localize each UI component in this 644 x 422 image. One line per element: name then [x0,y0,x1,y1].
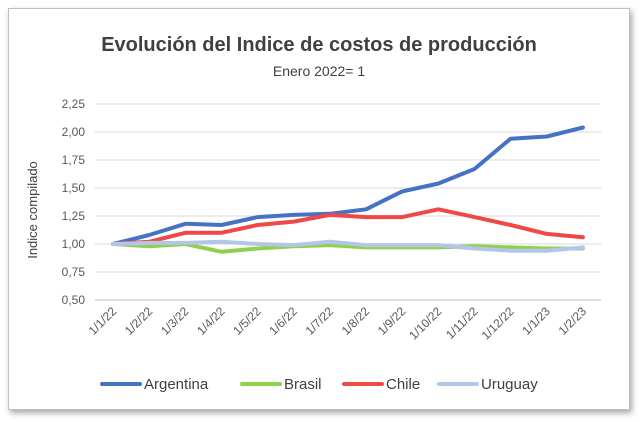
series-line-brasil [111,242,585,254]
grid-layer [95,103,601,301]
y-ticks-layer: 0,50 0,75 1,00 1,25 1,50 1,75 2,00 2,25 [62,97,86,307]
x-tick-label: 1/8/22 [339,304,373,338]
y-tick-label: 2,00 [62,125,86,139]
x-tick-label: 1/2/22 [122,304,156,338]
y-tick-label: 1,75 [62,153,86,167]
chart-subtitle: Enero 2022= 1 [273,63,365,79]
legend-label-brasil: Brasil [284,376,322,393]
legend-label-chile: Chile [386,376,420,393]
x-tick-label: 1/7/22 [303,304,337,338]
x-tick-label: 1/1/22 [86,304,120,338]
x-tick-label: 1/3/22 [158,304,192,338]
x-ticks-layer: 1/1/22 1/2/22 1/3/22 1/4/22 1/5/22 1/6/22 1/7/… [86,304,590,342]
legend-label-uruguay: Uruguay [481,376,538,393]
series-line-uruguay [111,239,585,253]
x-tick-label: 1/4/22 [194,304,228,338]
x-tick-label: 1/10/22 [406,304,444,342]
legend: Argentina Brasil Chile Uruguay [100,376,538,393]
x-tick-label: 1/12/22 [479,304,517,342]
chart-svg: Evolución del Indice de costos de produc… [25,34,601,393]
y-tick-label: 2,25 [62,97,86,111]
x-tick-label: 1/2/23 [556,304,590,338]
series-layer [111,125,585,254]
y-tick-label: 1,00 [62,237,86,251]
chart-frame: Evolución del Indice de costos de produc… [8,8,630,410]
y-tick-label: 1,50 [62,181,86,195]
y-tick-label: 0,75 [62,265,86,279]
y-tick-label: 1,25 [62,209,86,223]
y-tick-label: 0,50 [62,293,86,307]
x-tick-label: 1/11/22 [443,304,481,342]
y-axis-label: Indice compilado [25,161,40,259]
legend-label-argentina: Argentina [144,376,209,393]
series-line-argentina [111,125,585,246]
series-line-chile [111,207,585,246]
x-tick-label: 1/5/22 [230,304,264,338]
chart-title: Evolución del Indice de costos de produc… [101,34,537,56]
x-tick-label: 1/1/23 [519,304,553,338]
x-tick-label: 1/9/22 [375,304,409,338]
x-tick-label: 1/6/22 [266,304,300,338]
